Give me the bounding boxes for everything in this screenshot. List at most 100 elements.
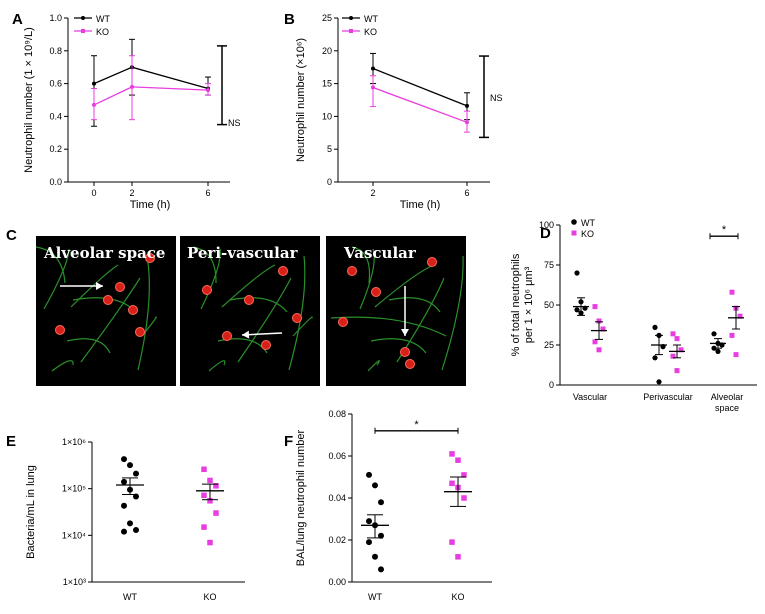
panel-letter-b: B [284,11,295,28]
panel-d-x-category-label: Alveolar [711,392,744,402]
panel-d-point-ko [733,352,739,358]
panel-a-point-ko [130,84,134,89]
neutrophil-cell [128,305,138,315]
panel-b-y-tick-label: 25 [322,13,332,23]
panel-f-point-wt [366,539,372,546]
panel-a-y-tick-label: 0.6 [49,79,62,89]
membrane-strand [292,316,313,337]
panel-d-y-axis-label-2: per 1 × 10⁶ μm³ [523,266,535,343]
micrograph-label-peri-vascular: Peri-vascular [187,244,299,262]
panel-b-y-axis-label: Neutrophil number (×10⁶) [295,38,307,162]
panel-e-point-ko [207,477,213,484]
panel-d-point-wt [574,307,580,313]
neutrophil-cell [222,331,232,341]
panel-b-series-wt-line [372,67,468,107]
panel-b-y-tick-label: 0 [327,177,332,187]
panel-e-point-wt [127,462,133,469]
panel-e-point-wt [121,456,127,463]
panel-e-point-wt [133,527,139,534]
panel-e-point-ko [207,539,213,546]
panel-f-y-tick-label: 0.02 [328,535,346,545]
membrane-strand [388,297,441,313]
panel-a-point-wt [92,81,96,86]
membrane-strand [221,264,276,308]
panel-b-legend-marker [349,29,353,33]
panel-d-point-ko [596,347,602,353]
panel-a-x-axis-label: Time (h) [130,199,171,211]
membrane-strand [192,246,217,284]
panel-b-y-tick-label: 20 [322,46,332,56]
membrane-strand [370,338,427,354]
panel-a-y-tick-label: 0.8 [49,46,62,56]
neutrophil-cell [427,257,437,267]
panel-f-y-tick-label: 0.00 [328,577,346,587]
panel-b-y-tick-label: 5 [327,144,332,154]
panel-e-y-tick-label: 1×10⁴ [62,530,86,540]
panel-d-point-ko [729,289,735,295]
panel-e-y-tick-label: 1×10⁵ [62,484,86,494]
membrane-strand [200,248,221,310]
panel-b-x-tick-label: 2 [370,188,375,198]
neutrophil-cell [135,327,145,337]
panel-e-point-wt [121,528,127,535]
panel-a-legend-label: WT [96,14,110,24]
panel-e-point-ko [207,498,213,504]
panel-d-point-ko [674,368,680,374]
micrograph-3 [326,236,466,386]
panel-f-point-wt [378,532,384,539]
membrane-strand [217,338,268,354]
panel-d-x-category-label: Vascular [573,392,607,402]
panel-f-point-wt [372,482,378,489]
panel-d-x-category-label: space [715,403,739,413]
panel-a-x-tick-label: 0 [91,188,96,198]
membrane-strand [80,277,141,363]
panel-f-point-wt [366,518,372,525]
panel-e-point-ko [201,466,207,473]
panel-d-point-ko [674,336,680,342]
panel-d-point-wt [656,379,662,385]
membrane-strand [330,316,447,337]
panel-d-significance-star: * [722,224,727,236]
panel-d-point-wt [652,324,658,330]
micrograph-membrane-network [35,246,157,372]
membrane-strand [43,248,70,310]
neutrophil-cell [347,266,357,276]
panel-b-x-axis-label: Time (h) [400,199,441,211]
membrane-strand [288,255,306,371]
membrane-strand [441,255,464,371]
panel-d-y-axis-label: % of total neutrophils [510,253,522,356]
panel-e-point-ko [201,492,207,499]
panel-d-point-wt [652,355,658,361]
panel-d-point-ko [729,332,735,338]
panel-d-point-ko [678,347,684,353]
membrane-strand [35,246,66,284]
panel-d-point-ko [737,313,743,319]
panel-d-point-ko [670,353,676,359]
panel-f-y-tick-label: 0.06 [328,451,346,461]
panel-f-point-ko [455,554,461,560]
panel-f-y-tick-label: 0.04 [328,493,346,503]
panel-d-point-wt [574,270,580,276]
panel-a-ns-label: NS [228,118,241,128]
panel-d-point-ko [596,318,602,324]
panel-a-series-ko-line [93,86,209,106]
neutrophil-cell [55,325,65,335]
membrane-strand [229,297,288,313]
panel-a-series-wt-line [93,66,209,90]
panel-letter-d: D [540,225,551,242]
panel-a-y-tick-label: 0.2 [49,144,62,154]
panel-b-legend-marker [349,16,353,20]
panel-d-y-tick-label: 75 [544,260,554,270]
neutrophil-cell [292,313,302,323]
neutrophil-cell [400,347,410,357]
panel-e-x-category-label: WT [123,592,137,602]
neutrophil-cell [278,266,288,276]
panel-a-y-tick-label: 0.0 [49,177,62,187]
neutrophil-cell [244,295,254,305]
panel-b-point-wt [465,103,469,108]
panel-d-y-tick-label: 100 [539,220,554,230]
panel-f-point-ko [455,457,461,463]
panel-e-point-wt [133,470,139,477]
panel-letter-e: E [6,433,16,450]
